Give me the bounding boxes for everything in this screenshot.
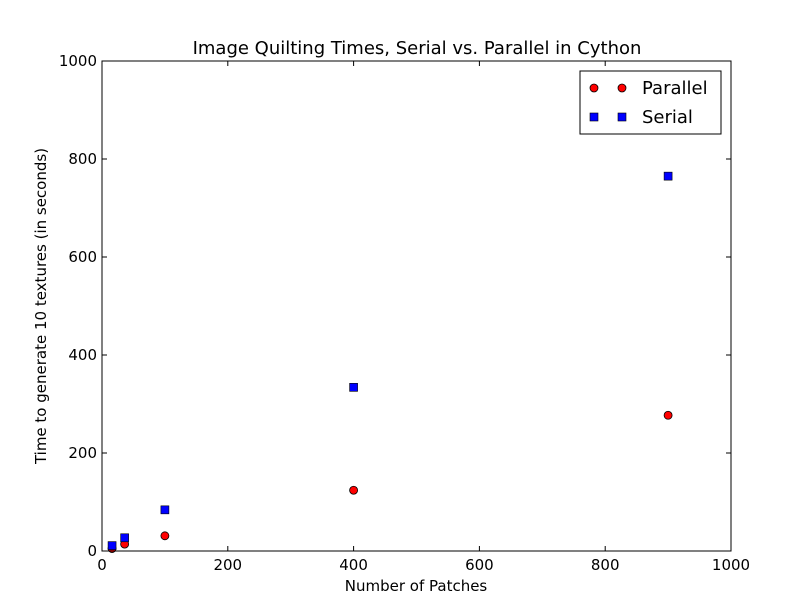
legend-label-serial: Serial (642, 107, 693, 128)
parallel-point (349, 485, 359, 495)
x-tick-label: 600 (465, 556, 494, 574)
y-tick-label: 800 (68, 150, 97, 168)
x-tick-label: 800 (591, 556, 620, 574)
chart-title: Image Quilting Times, Serial vs. Paralle… (193, 38, 642, 59)
x-tick-label: 1000 (712, 556, 750, 574)
serial-point (663, 171, 673, 181)
legend-marker-parallel (617, 83, 627, 93)
legend-marker-serial (617, 112, 627, 122)
parallel-point (663, 410, 673, 420)
x-tick-label: 400 (339, 556, 368, 574)
legend-marker-parallel (589, 83, 599, 93)
plot-frame (101, 60, 732, 552)
x-tick-label: 0 (97, 556, 107, 574)
legend-label-parallel: Parallel (642, 78, 708, 99)
x-axis-label: Number of Patches (345, 577, 488, 595)
axis-ticks: 0 200 400 600 800 1000 0 200 400 600 800 1000 (59, 52, 750, 574)
y-tick-label: 400 (68, 346, 97, 364)
legend: Parallel Serial (579, 70, 722, 135)
legend-frame (579, 70, 722, 135)
y-tick-label: 0 (87, 542, 97, 560)
parallel-point (160, 531, 170, 541)
data-marks (107, 171, 673, 553)
series-serial (107, 171, 673, 550)
serial-point (120, 533, 129, 543)
serial-point (107, 541, 117, 550)
serial-point (349, 383, 358, 392)
legend-marker-serial (589, 112, 599, 122)
x-tick-label: 200 (213, 556, 242, 574)
y-tick-label: 1000 (59, 52, 97, 70)
y-axis-label: Time to generate 10 textures (in seconds… (32, 148, 50, 465)
serial-point (160, 505, 170, 515)
y-tick-label: 200 (68, 444, 97, 462)
y-tick-label: 600 (68, 248, 97, 266)
